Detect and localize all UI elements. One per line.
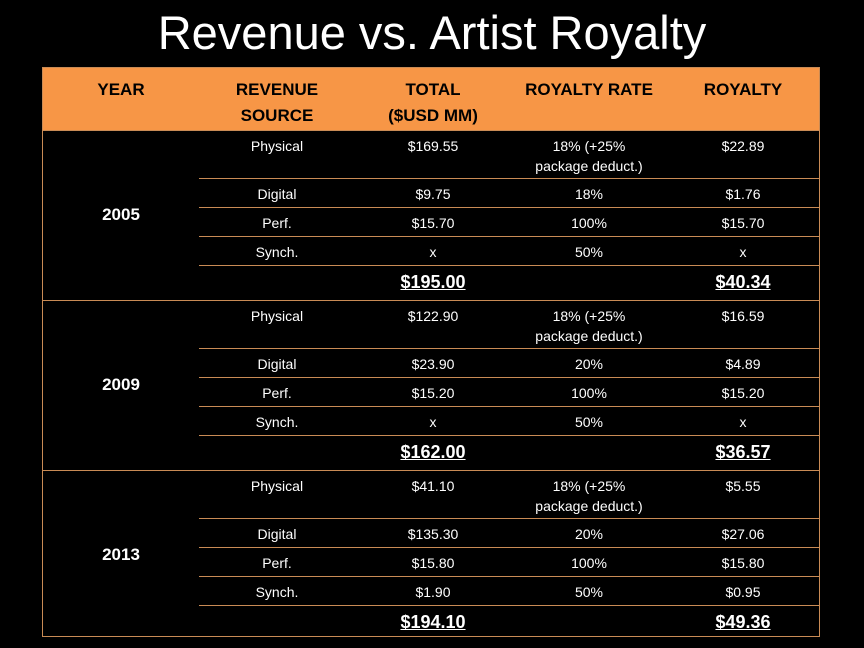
cell-royalty: $16.59	[721, 308, 765, 324]
cell-total: $15.80	[411, 555, 455, 571]
header-year: YEAR	[97, 80, 145, 99]
sum-royalty: $40.34	[715, 272, 771, 292]
cell-royalty: $15.80	[721, 555, 765, 571]
table-row: Perf. $15.70 100% $15.70	[199, 208, 819, 237]
table-row: Synch. $1.90 50% $0.95	[199, 577, 819, 606]
sum-total: $194.10	[400, 612, 466, 632]
table-row: Digital $23.90 20% $4.89	[199, 349, 819, 378]
cell-rate: 18% (+25% package deduct.)	[535, 478, 643, 514]
year-label: 2005	[102, 205, 140, 224]
cell-royalty: $22.89	[721, 138, 765, 154]
cell-rate: 100%	[571, 385, 607, 401]
cell-rate: 100%	[571, 215, 607, 231]
totals-row: $194.10 $49.36	[199, 606, 819, 639]
cell-royalty: $1.76	[725, 186, 761, 202]
cell-source: Physical	[250, 308, 304, 324]
cell-total: $23.90	[411, 356, 455, 372]
cell-royalty: $5.55	[725, 478, 761, 494]
cell-source: Perf.	[262, 555, 292, 571]
cell-rate: 50%	[574, 414, 604, 430]
table-header-row: YEAR REVENUE SOURCE TOTAL ($USD MM) ROYA…	[43, 68, 819, 130]
cell-source: Physical	[250, 138, 304, 154]
cell-source: Synch.	[255, 414, 299, 430]
sum-royalty: $49.36	[715, 612, 771, 632]
cell-royalty: $4.89	[725, 356, 761, 372]
cell-source: Synch.	[255, 584, 299, 600]
cell-source: Synch.	[255, 244, 299, 260]
cell-royalty: $0.95	[725, 584, 761, 600]
table-row: Digital $9.75 18% $1.76	[199, 179, 819, 208]
slide-title: Revenue vs. Artist Royalty	[157, 6, 707, 59]
royalty-table: YEAR REVENUE SOURCE TOTAL ($USD MM) ROYA…	[42, 67, 820, 637]
cell-total: x	[429, 414, 437, 430]
cell-total: x	[429, 244, 437, 260]
table-row: Synch. x 50% x	[199, 237, 819, 266]
cell-source: Perf.	[262, 215, 292, 231]
sum-total: $162.00	[400, 442, 466, 462]
table-row: Perf. $15.20 100% $15.20	[199, 378, 819, 407]
cell-rate: 18% (+25% package deduct.)	[535, 138, 643, 174]
totals-row: $195.00 $40.34	[199, 266, 819, 299]
table-row: Physical $41.10 18% (+25% package deduct.)…	[199, 471, 819, 519]
header-revenue-source: REVENUE SOURCE	[235, 80, 319, 125]
cell-total: $15.70	[411, 215, 455, 231]
cell-source: Digital	[257, 526, 297, 542]
cell-rate: 20%	[574, 526, 604, 542]
table-row: Perf. $15.80 100% $15.80	[199, 548, 819, 577]
cell-rate: 50%	[574, 244, 604, 260]
cell-rate: 18% (+25% package deduct.)	[535, 308, 643, 344]
cell-source: Digital	[257, 186, 297, 202]
cell-royalty: $15.20	[721, 385, 765, 401]
header-royalty: ROYALTY	[703, 80, 783, 99]
cell-royalty: $27.06	[721, 526, 765, 542]
table-row: Digital $135.30 20% $27.06	[199, 519, 819, 548]
year-block-2013: 2013 Physical $41.10 18% (+25% package dedu…	[43, 470, 819, 640]
year-block-2009: 2009 Physical $122.90 18% (+25% package ded…	[43, 300, 819, 470]
cell-total: $1.90	[415, 584, 451, 600]
sum-total: $195.00	[400, 272, 466, 292]
cell-rate: 50%	[574, 584, 604, 600]
table-row: Physical $169.55 18% (+25% package deduct.…	[199, 131, 819, 179]
totals-row: $162.00 $36.57	[199, 436, 819, 469]
header-royalty-rate: ROYALTY RATE	[525, 80, 653, 99]
cell-royalty: x	[739, 244, 747, 260]
cell-source: Perf.	[262, 385, 292, 401]
year-label: 2009	[102, 375, 140, 394]
table-row: Synch. x 50% x	[199, 407, 819, 436]
cell-total: $169.55	[407, 138, 459, 154]
cell-royalty: $15.70	[721, 215, 765, 231]
header-total: TOTAL ($USD MM)	[388, 80, 478, 125]
cell-rate: 100%	[571, 555, 607, 571]
sum-royalty: $36.57	[715, 442, 771, 462]
year-label: 2013	[102, 545, 140, 564]
cell-rate: 20%	[574, 356, 604, 372]
cell-rate: 18%	[574, 186, 604, 202]
cell-total: $15.20	[411, 385, 455, 401]
cell-source: Digital	[257, 356, 297, 372]
cell-total: $9.75	[415, 186, 451, 202]
cell-total: $41.10	[411, 478, 455, 494]
cell-total: $122.90	[407, 308, 459, 324]
year-block-2005: 2005 Physical $169.55 18% (+25% package ded…	[43, 130, 819, 300]
cell-source: Physical	[250, 478, 304, 494]
table-row: Physical $122.90 18% (+25% package deduct.…	[199, 301, 819, 349]
cell-royalty: x	[739, 414, 747, 430]
cell-total: $135.30	[407, 526, 459, 542]
